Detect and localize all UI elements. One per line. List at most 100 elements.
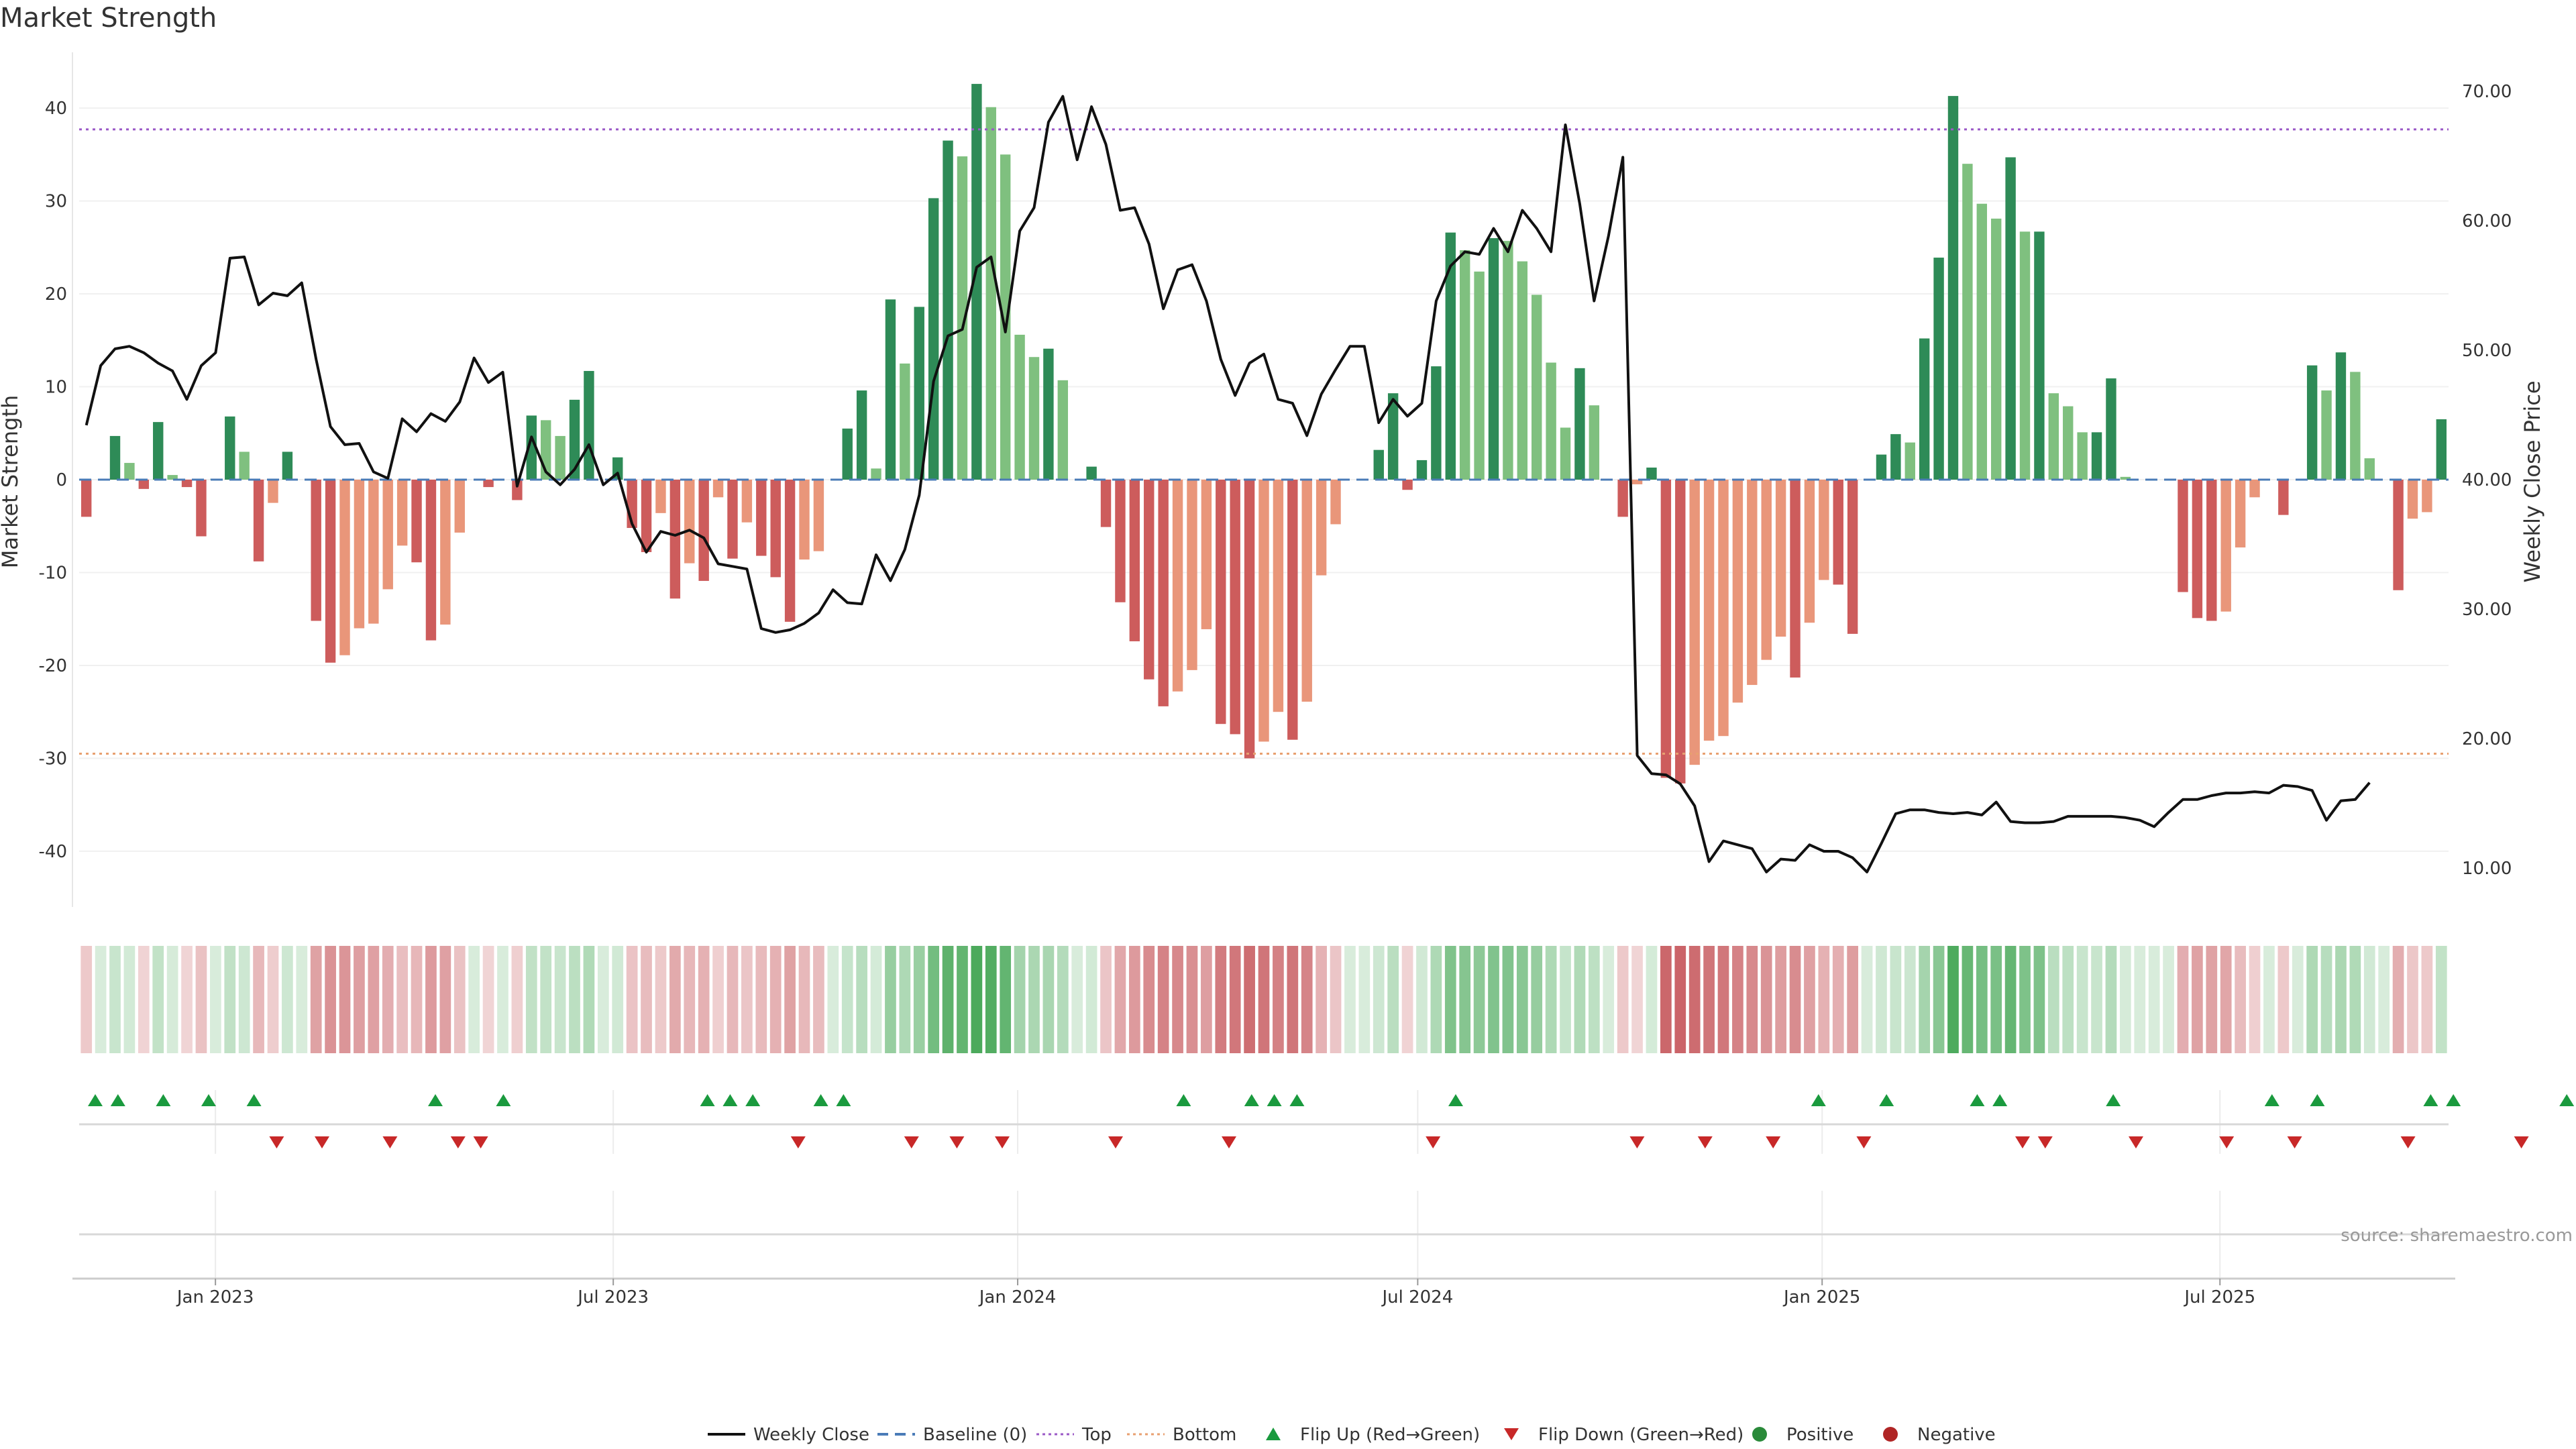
heatmap-cell xyxy=(2349,946,2361,1053)
strength-bar xyxy=(2220,480,2231,612)
strength-bar xyxy=(971,84,982,480)
heatmap-cell xyxy=(1143,946,1155,1053)
strength-bar xyxy=(1258,480,1269,742)
heatmap-cell xyxy=(684,946,696,1053)
strength-bar xyxy=(2178,480,2188,592)
heatmap-cell xyxy=(310,946,322,1053)
strength-bar xyxy=(1718,480,1729,737)
y2-tick-label: 30.00 xyxy=(2462,600,2512,620)
strength-bar xyxy=(2091,432,2102,480)
heatmap-cell xyxy=(741,946,753,1053)
heatmap-cell xyxy=(1861,946,1873,1053)
strength-bar xyxy=(2393,480,2404,590)
heatmap-cell xyxy=(2306,946,2318,1053)
flip-up-marker xyxy=(1448,1094,1463,1106)
heatmap-cell xyxy=(841,946,853,1053)
strength-bar xyxy=(1216,480,1226,724)
strength-bar xyxy=(382,480,393,590)
heatmap-cell xyxy=(1416,946,1428,1053)
strength-bar xyxy=(1474,271,1485,480)
y2-tick-label: 40.00 xyxy=(2462,470,2512,490)
x-tick-label: Jul 2023 xyxy=(576,1287,649,1307)
heatmap-cell xyxy=(971,946,983,1053)
strength-bar xyxy=(1617,480,1628,517)
strength-bar xyxy=(1761,480,1772,660)
strength-bar xyxy=(138,480,150,489)
strength-bar xyxy=(1890,434,1901,480)
strength-bar xyxy=(856,390,867,480)
heatmap-cell xyxy=(1128,946,1140,1053)
flip-down-marker xyxy=(2219,1136,2235,1148)
strength-bars xyxy=(80,84,2447,784)
strength-bar xyxy=(1833,480,1843,585)
heatmap-cell xyxy=(1947,946,1959,1053)
strength-bar xyxy=(1517,261,1528,480)
strength-bar xyxy=(1660,480,1672,778)
strength-bar xyxy=(712,480,724,498)
heatmap-cell xyxy=(411,946,423,1053)
heatmap-cell xyxy=(1760,946,1772,1053)
strength-bar xyxy=(900,363,910,480)
strength-bar xyxy=(1847,480,1858,634)
heatmap-cell xyxy=(138,946,150,1053)
flip-up-marker xyxy=(1176,1094,1191,1106)
heatmap-cell xyxy=(2320,946,2332,1053)
strength-bar xyxy=(2235,480,2246,548)
strength-bar xyxy=(1373,449,1384,480)
strength-bar xyxy=(1100,480,1112,527)
heatmap-cell xyxy=(2220,946,2232,1053)
strength-bar xyxy=(2192,480,2203,619)
heatmap-cell xyxy=(2076,946,2088,1053)
flip-up-marker xyxy=(1267,1094,1282,1106)
heatmap-cell xyxy=(181,946,193,1053)
strength-bar xyxy=(842,428,853,480)
flip-down-marker xyxy=(269,1136,284,1148)
y-tick-label: 20 xyxy=(45,284,67,305)
y2-axis-label: Weekly Close Price xyxy=(2520,380,2545,582)
strength-bar xyxy=(885,299,896,480)
strength-bar xyxy=(1459,250,1470,480)
y-tick-label: 40 xyxy=(45,99,67,119)
heatmap-cell xyxy=(224,946,236,1053)
strength-bar xyxy=(1703,480,1715,741)
heatmap-cell xyxy=(2292,946,2304,1053)
heatmap-cell xyxy=(382,946,394,1053)
strength-bar xyxy=(2077,432,2088,480)
strength-bar xyxy=(569,399,580,480)
legend-swatch-flip-down xyxy=(1504,1428,1519,1440)
strength-bar xyxy=(2206,480,2217,621)
flip-up-marker xyxy=(2264,1094,2279,1106)
legend-label: Weekly Close xyxy=(753,1425,869,1445)
heatmap-cell xyxy=(870,946,882,1053)
flip-down-marker xyxy=(2015,1136,2030,1148)
strength-bar xyxy=(1301,480,1312,702)
strength-bar xyxy=(2106,378,2116,480)
heatmap-cell xyxy=(267,946,279,1053)
y2-tick-label: 20.00 xyxy=(2462,729,2512,749)
heatmap-cell xyxy=(2335,946,2347,1053)
heatmap-cell xyxy=(2249,946,2261,1053)
flip-down-marker xyxy=(2129,1136,2143,1148)
y-axis-label: Market Strength xyxy=(0,395,23,569)
strength-bar xyxy=(2321,390,2332,480)
heatmap-cell xyxy=(2120,946,2131,1053)
heatmap-cell xyxy=(80,946,93,1053)
reference-lines xyxy=(79,128,2449,755)
flip-down-marker xyxy=(2514,1136,2529,1148)
strength-bar xyxy=(2278,480,2289,515)
heatmap-cell xyxy=(1444,946,1456,1053)
heatmap-cell xyxy=(1473,946,1485,1053)
heatmap-cell xyxy=(1574,946,1586,1053)
heatmap-cell xyxy=(626,946,638,1053)
strength-bar xyxy=(109,435,121,480)
heatmap-cell xyxy=(1459,946,1471,1053)
y2-axis-ticks: 10.00 20.00 30.00 40.00 50.00 60.00 70.00 xyxy=(2462,82,2512,879)
strength-bar xyxy=(1775,480,1786,637)
heatmap-cell xyxy=(2363,946,2375,1053)
strength-bar xyxy=(2249,480,2260,498)
heatmap-cell xyxy=(497,946,508,1053)
strength-bar xyxy=(526,415,537,480)
heatmap-cell xyxy=(1387,946,1399,1053)
strength-bar xyxy=(1919,338,1930,480)
heatmap-cell xyxy=(468,946,480,1053)
